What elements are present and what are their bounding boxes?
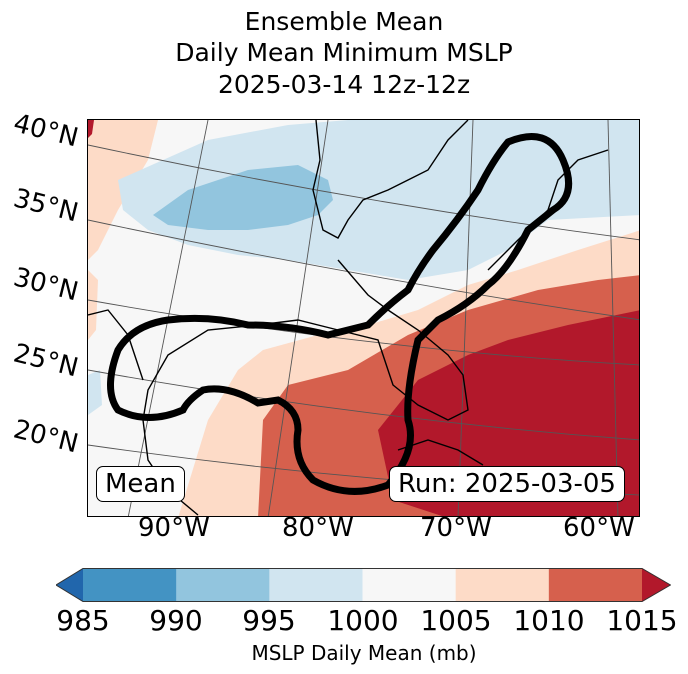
colorbar-tick-990: 990 xyxy=(149,604,203,637)
colorbar-segment-1010-1015 xyxy=(548,568,643,602)
texas-coast xyxy=(88,309,144,381)
colorbar-outline xyxy=(56,568,671,602)
field-990-995 xyxy=(153,165,333,230)
parallel-25n xyxy=(88,369,639,441)
title-line-1: Ensemble Mean xyxy=(244,7,444,36)
mean-label-box: Mean xyxy=(96,466,185,502)
meridian-80w xyxy=(267,120,329,516)
colorbar-segment-1005-1010 xyxy=(455,568,550,602)
colorbar-segment-985-990 xyxy=(83,568,177,602)
colorbar-tick-1005: 1005 xyxy=(420,604,492,637)
parallel-35n xyxy=(88,219,639,321)
field-995-1000-west xyxy=(88,370,102,415)
colorbar-extend-under xyxy=(56,568,83,602)
colorbar-segment-990-995 xyxy=(176,568,270,602)
field-highest-nw xyxy=(88,120,94,138)
field-995-1000 xyxy=(118,120,639,280)
colorbar-tick-1010: 1010 xyxy=(513,604,585,637)
colorbar-extend-over xyxy=(642,568,671,602)
lon-label-70w: 70°W xyxy=(420,513,492,543)
colorbar-tick-1000: 1000 xyxy=(327,604,399,637)
title-line-2: Daily Mean Minimum MSLP xyxy=(175,38,513,67)
colorbar-segment-1000-1005 xyxy=(362,568,457,602)
parallel-30n xyxy=(88,299,639,366)
lat-label-40n: 40°N xyxy=(10,108,82,154)
ensemble-contour xyxy=(107,132,573,495)
great-lakes-coast xyxy=(312,120,469,239)
lat-label-25n: 25°N xyxy=(10,338,82,384)
colorbar-tick-1015: 1015 xyxy=(606,604,678,637)
mslp-field xyxy=(88,120,639,516)
gulf-coast xyxy=(142,259,469,516)
lat-label-35n: 35°N xyxy=(10,183,82,229)
map-panel xyxy=(87,119,640,517)
title-line-3: 2025-03-14 12z-12z xyxy=(217,70,471,99)
colorbar-tick-985: 985 xyxy=(56,604,110,637)
colorbar-segment-995-1000 xyxy=(269,568,363,602)
meridian-60w xyxy=(607,120,619,516)
colorbar xyxy=(56,568,671,602)
lon-label-80w: 80°W xyxy=(282,513,354,543)
lat-label-30n: 30°N xyxy=(10,262,82,308)
run-date-box: Run: 2025-03-05 xyxy=(389,466,625,502)
lon-label-60w: 60°W xyxy=(563,513,635,543)
lon-label-90w: 90°W xyxy=(138,513,210,543)
colorbar-label: MSLP Daily Mean (mb) xyxy=(251,641,477,665)
field-over-1015 xyxy=(378,310,639,516)
colorbar-tick-995: 995 xyxy=(242,604,296,637)
field-mild-high-west2 xyxy=(88,270,98,340)
lat-label-20n: 20°N xyxy=(10,414,82,460)
